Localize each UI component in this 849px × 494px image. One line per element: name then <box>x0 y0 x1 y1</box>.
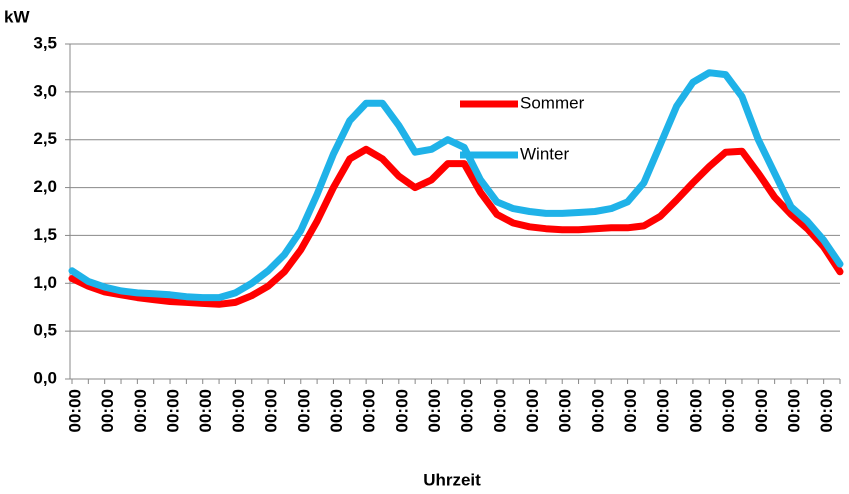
x-tick-label: 00:00 <box>294 389 313 432</box>
x-tick-label: 00:00 <box>654 389 673 432</box>
x-tick-label: 00:00 <box>621 389 640 432</box>
x-tick-label: 00:00 <box>588 389 607 432</box>
y-tick-label: 0,0 <box>33 368 57 387</box>
x-tick-label: 00:00 <box>262 389 281 432</box>
y-tick-label: 3,5 <box>33 33 57 52</box>
x-tick-label: 00:00 <box>327 389 346 432</box>
x-tick-label: 00:00 <box>752 389 771 432</box>
x-tick-label: 00:00 <box>425 389 444 432</box>
x-tick-label: 00:00 <box>229 389 248 432</box>
y-tick-label: 1,5 <box>33 225 57 244</box>
series-line <box>68 145 844 308</box>
x-axis-label: Uhrzeit <box>423 470 481 489</box>
x-tick-label: 00:00 <box>392 389 411 432</box>
x-tick-label: 00:00 <box>817 389 836 432</box>
x-tick-label: 00:00 <box>686 389 705 432</box>
x-tick-label: 00:00 <box>490 389 509 432</box>
x-tick-label: 00:00 <box>556 389 575 432</box>
legend-label: Sommer <box>520 93 585 112</box>
x-tick-label: 00:00 <box>360 389 379 432</box>
y-tick-label: 1,0 <box>33 273 57 292</box>
x-tick-label: 00:00 <box>458 389 477 432</box>
x-tick-label: 00:00 <box>719 389 738 432</box>
y-axis-label: kW <box>4 7 30 26</box>
x-tick-label: 00:00 <box>196 389 215 432</box>
x-tick-label: 00:00 <box>164 389 183 432</box>
y-tick-label: 0,5 <box>33 321 57 340</box>
series-line <box>68 69 844 302</box>
x-tick-label: 00:00 <box>98 389 117 432</box>
y-tick-label: 2,5 <box>33 129 57 148</box>
x-tick-label: 00:00 <box>65 389 84 432</box>
x-tick-label: 00:00 <box>131 389 150 432</box>
y-tick-label: 2,0 <box>33 177 57 196</box>
x-tick-label: 00:00 <box>523 389 542 432</box>
x-tick-label: 00:00 <box>784 389 803 432</box>
y-tick-label: 3,0 <box>33 81 57 100</box>
legend-label: Winter <box>520 144 569 163</box>
